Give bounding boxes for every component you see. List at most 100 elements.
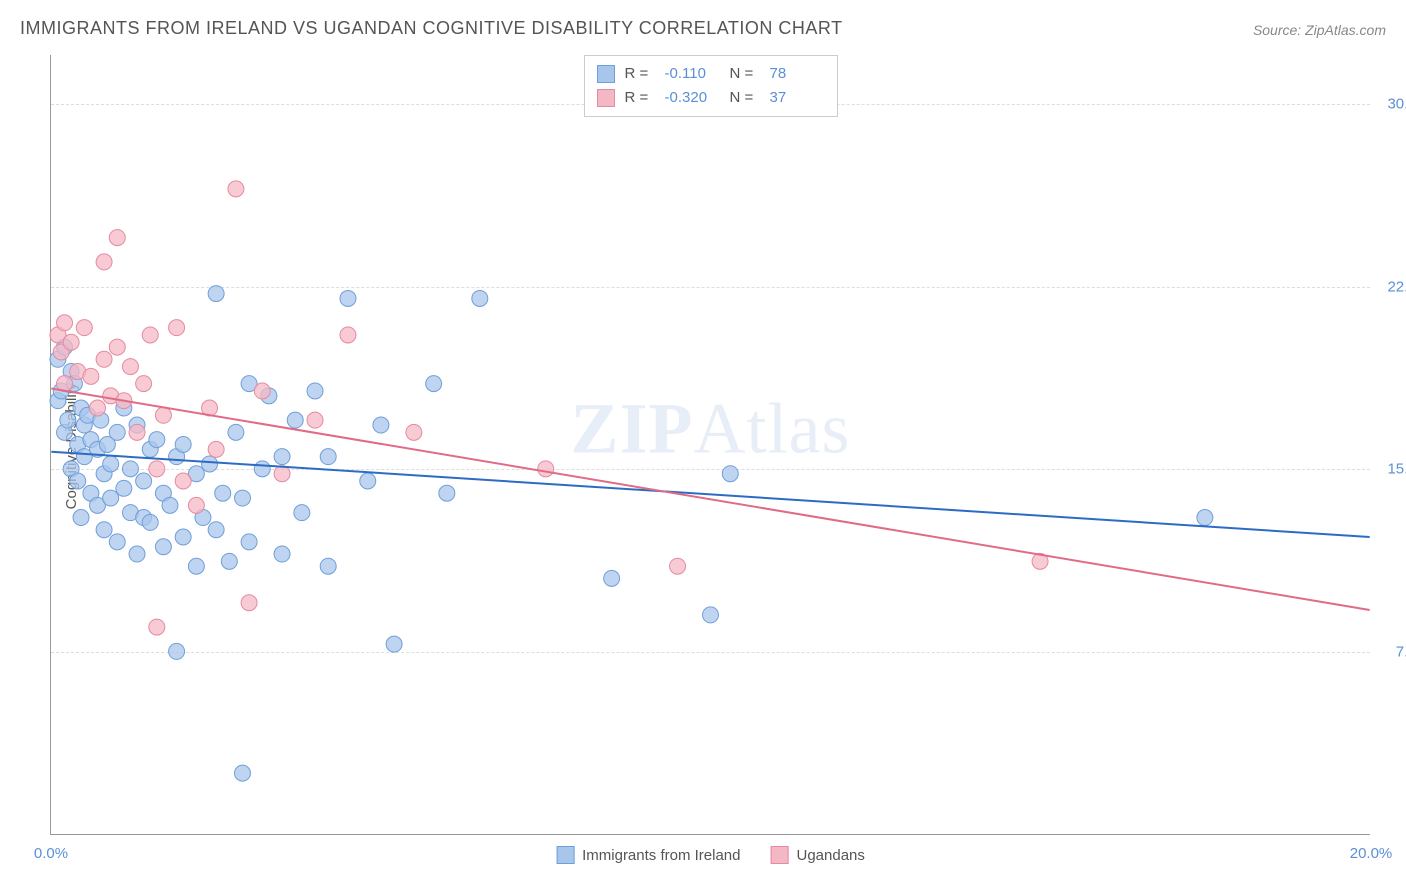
scatter-point [254, 461, 270, 477]
scatter-point [70, 473, 86, 489]
scatter-point [96, 254, 112, 270]
scatter-point [155, 407, 171, 423]
scatter-point [175, 437, 191, 453]
legend-series-item: Immigrants from Ireland [556, 846, 740, 864]
scatter-point [83, 368, 99, 384]
scatter-point [235, 490, 251, 506]
scatter-point [340, 327, 356, 343]
legend-series-label: Immigrants from Ireland [582, 847, 740, 864]
scatter-point [57, 315, 73, 331]
scatter-point [96, 351, 112, 367]
scatter-point [76, 320, 92, 336]
chart-container: IMMIGRANTS FROM IRELAND VS UGANDAN COGNI… [0, 0, 1406, 892]
scatter-point [162, 497, 178, 513]
scatter-point [386, 636, 402, 652]
scatter-point [142, 327, 158, 343]
scatter-point [538, 461, 554, 477]
scatter-point [307, 383, 323, 399]
scatter-point [136, 473, 152, 489]
x-tick-label: 20.0% [1350, 845, 1393, 862]
scatter-point [60, 412, 76, 428]
scatter-point [340, 290, 356, 306]
scatter-point [149, 432, 165, 448]
scatter-point [149, 619, 165, 635]
scatter-point [103, 490, 119, 506]
scatter-svg [51, 55, 1370, 834]
legend-correlation-row: R = -0.320 N = 37 [597, 86, 825, 110]
scatter-point [604, 570, 620, 586]
scatter-point [202, 456, 218, 472]
legend-n-label: N = [730, 86, 760, 110]
legend-series: Immigrants from Ireland Ugandans [556, 846, 865, 864]
scatter-point [155, 539, 171, 555]
scatter-point [109, 339, 125, 355]
scatter-point [116, 480, 132, 496]
plot-area: ZIPAtlas 7.5%15.0%22.5%30.0% 0.0%20.0% R… [50, 55, 1370, 835]
scatter-point [307, 412, 323, 428]
legend-swatch [556, 846, 574, 864]
scatter-point [122, 359, 138, 375]
scatter-point [109, 534, 125, 550]
scatter-point [122, 461, 138, 477]
scatter-point [136, 376, 152, 392]
y-tick-label: 22.5% [1387, 278, 1406, 295]
scatter-point [472, 290, 488, 306]
scatter-point [320, 558, 336, 574]
scatter-point [373, 417, 389, 433]
scatter-point [208, 522, 224, 538]
scatter-point [149, 461, 165, 477]
scatter-point [208, 441, 224, 457]
scatter-point [221, 553, 237, 569]
legend-r-label: R = [625, 62, 655, 86]
scatter-point [129, 424, 145, 440]
scatter-point [360, 473, 376, 489]
legend-n-value: 37 [770, 86, 825, 110]
scatter-point [274, 449, 290, 465]
scatter-point [235, 765, 251, 781]
source-attribution: Source: ZipAtlas.com [1253, 22, 1386, 38]
scatter-point [142, 514, 158, 530]
scatter-point [73, 510, 89, 526]
scatter-point [188, 558, 204, 574]
scatter-point [274, 546, 290, 562]
legend-correlation: R = -0.110 N = 78 R = -0.320 N = 37 [584, 55, 838, 117]
legend-r-value: -0.320 [665, 86, 720, 110]
scatter-point [406, 424, 422, 440]
scatter-point [96, 522, 112, 538]
scatter-point [703, 607, 719, 623]
y-tick-label: 7.5% [1396, 644, 1406, 661]
scatter-point [103, 456, 119, 472]
scatter-point [670, 558, 686, 574]
legend-n-value: 78 [770, 62, 825, 86]
x-tick-label: 0.0% [34, 845, 68, 862]
legend-swatch [597, 65, 615, 83]
scatter-point [1197, 510, 1213, 526]
legend-series-label: Ugandans [797, 847, 865, 864]
scatter-point [63, 334, 79, 350]
scatter-point [169, 320, 185, 336]
scatter-point [228, 181, 244, 197]
scatter-point [254, 383, 270, 399]
legend-swatch [771, 846, 789, 864]
scatter-point [722, 466, 738, 482]
scatter-point [294, 505, 310, 521]
scatter-point [426, 376, 442, 392]
scatter-point [228, 424, 244, 440]
scatter-point [175, 473, 191, 489]
legend-r-label: R = [625, 86, 655, 110]
scatter-point [89, 400, 105, 416]
legend-n-label: N = [730, 62, 760, 86]
scatter-point [439, 485, 455, 501]
scatter-point [208, 286, 224, 302]
scatter-point [129, 546, 145, 562]
scatter-point [241, 595, 257, 611]
scatter-point [241, 534, 257, 550]
legend-swatch [597, 89, 615, 107]
scatter-point [188, 497, 204, 513]
legend-correlation-row: R = -0.110 N = 78 [597, 62, 825, 86]
legend-series-item: Ugandans [771, 846, 865, 864]
chart-title: IMMIGRANTS FROM IRELAND VS UGANDAN COGNI… [20, 18, 843, 39]
scatter-point [287, 412, 303, 428]
scatter-point [274, 466, 290, 482]
scatter-point [215, 485, 231, 501]
